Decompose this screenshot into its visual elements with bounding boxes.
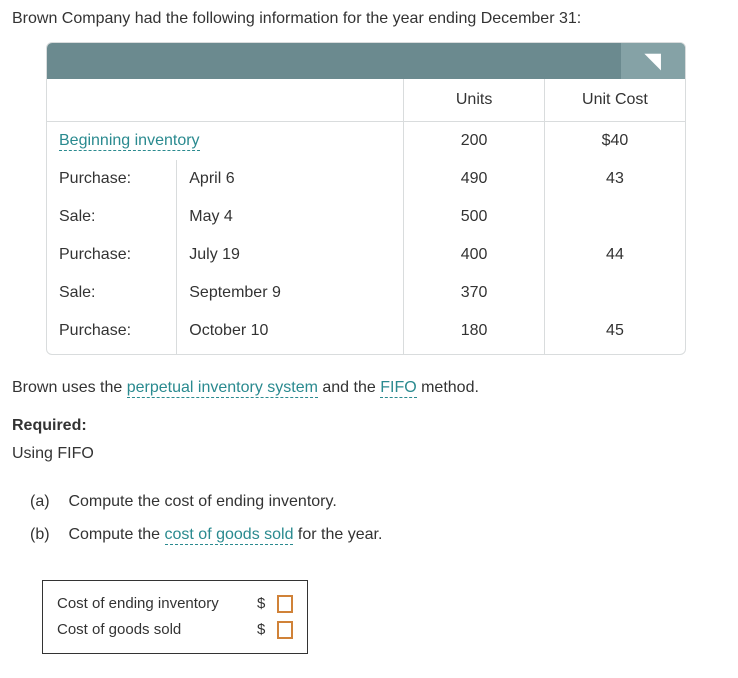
cell-cost: $40 [544,122,685,161]
fifo-link[interactable]: FIFO [380,379,416,398]
col-header-units: Units [404,79,545,122]
inventory-table: ◥ Units Unit Cost Beginning inventory 20… [46,42,686,355]
currency-symbol: $ [257,621,265,638]
corner-flag-icon: ◥ [621,43,685,79]
ending-inventory-input[interactable] [277,595,293,613]
question-b: (b) Compute the cost of goods sold for t… [30,518,726,552]
table-header-row: Units Unit Cost [47,79,685,122]
question-marker: (a) [30,485,64,519]
sentence-post: method. [417,379,479,396]
question-a: (a) Compute the cost of ending inventory… [30,485,726,519]
beginning-inventory-link[interactable]: Beginning inventory [59,132,200,151]
cell-cost [544,274,685,312]
required-heading: Required: [12,417,726,435]
cell-type: Purchase: [47,160,177,198]
using-fifo-text: Using FIFO [12,445,726,463]
cell-type: Sale: [47,274,177,312]
cell-type: Purchase: [47,312,177,354]
cell-cost: 45 [544,312,685,354]
cell-date: September 9 [177,274,404,312]
intro-text: Brown Company had the following informat… [12,10,726,28]
table-row: Sale: September 9 370 [47,274,685,312]
question-b-pre: Compute the [68,526,164,543]
cell-units: 200 [404,122,545,161]
cell-cost: 44 [544,236,685,274]
table-row: Purchase: July 19 400 44 [47,236,685,274]
answer-label: Cost of goods sold [57,621,247,638]
cell-units: 400 [404,236,545,274]
cell-date: May 4 [177,198,404,236]
col-header-blank [47,79,404,122]
answer-row-ending: Cost of ending inventory $ [57,591,293,617]
answers-box: Cost of ending inventory $ Cost of goods… [42,580,308,654]
cell-type: Purchase: [47,236,177,274]
cell-cost [544,198,685,236]
question-text: Compute the cost of ending inventory. [68,493,336,510]
cogs-input[interactable] [277,621,293,639]
question-marker: (b) [30,518,64,552]
table-header-bar: ◥ [47,43,685,79]
col-header-unit-cost: Unit Cost [544,79,685,122]
currency-symbol: $ [257,595,265,612]
cell-date: October 10 [177,312,404,354]
cell-type: Sale: [47,198,177,236]
table-row: Sale: May 4 500 [47,198,685,236]
question-list: (a) Compute the cost of ending inventory… [30,485,726,552]
cell-units: 180 [404,312,545,354]
question-b-post: for the year. [293,526,382,543]
table-row: Purchase: April 6 490 43 [47,160,685,198]
sentence-mid: and the [318,379,380,396]
cell-units: 370 [404,274,545,312]
table-row: Beginning inventory 200 $40 [47,122,685,161]
sentence-pre: Brown uses the [12,379,127,396]
cell-units: 500 [404,198,545,236]
answer-label: Cost of ending inventory [57,595,247,612]
cell-date: July 19 [177,236,404,274]
table-row: Purchase: October 10 180 45 [47,312,685,354]
cell-cost: 43 [544,160,685,198]
answer-row-cogs: Cost of goods sold $ [57,617,293,643]
method-sentence: Brown uses the perpetual inventory syste… [12,375,726,401]
perpetual-inventory-system-link[interactable]: perpetual inventory system [127,379,318,398]
cell-date: April 6 [177,160,404,198]
cost-of-goods-sold-link[interactable]: cost of goods sold [165,526,294,545]
cell-units: 490 [404,160,545,198]
